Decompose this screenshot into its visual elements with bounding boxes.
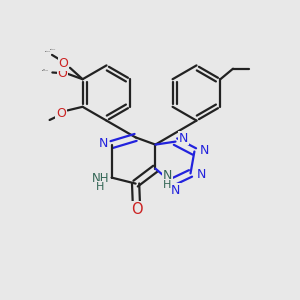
Text: H: H [163, 180, 172, 190]
Text: N: N [179, 131, 189, 145]
Text: O: O [56, 107, 66, 120]
Text: methoxy: methoxy [45, 51, 51, 52]
Text: N: N [200, 143, 210, 157]
Text: N: N [98, 136, 108, 150]
Text: N: N [163, 169, 172, 182]
Text: O: O [131, 202, 142, 217]
Text: N: N [170, 184, 180, 197]
Text: methoxy1: methoxy1 [41, 70, 49, 71]
Text: OCH₃: OCH₃ [43, 69, 46, 70]
Text: NH: NH [92, 172, 109, 185]
Text: O: O [58, 67, 68, 80]
Text: N: N [196, 168, 206, 182]
Text: O: O [58, 57, 68, 70]
Text: methoxy: methoxy [50, 49, 57, 50]
Text: H: H [96, 182, 104, 192]
